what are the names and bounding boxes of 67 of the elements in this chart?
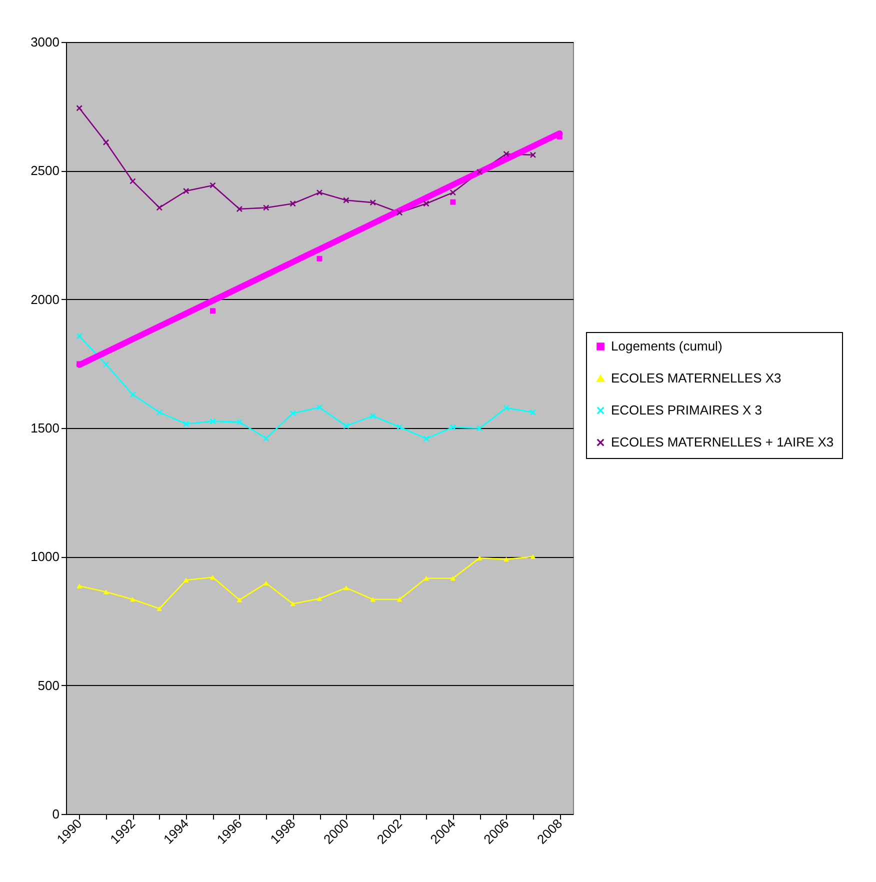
y-tick-label: 2000 [30, 292, 60, 307]
point [423, 200, 430, 207]
point [76, 584, 82, 588]
point [316, 596, 322, 601]
legend-label: ECOLES MATERNELLES X3 [611, 370, 782, 386]
y-tick-label: 1000 [30, 549, 60, 564]
point [130, 178, 136, 184]
point [343, 422, 350, 430]
point [76, 332, 82, 340]
point [530, 152, 536, 158]
point [370, 199, 376, 206]
point [343, 197, 350, 204]
point [210, 308, 216, 314]
point [290, 410, 296, 416]
point [530, 554, 536, 560]
legend-label: ECOLES MATERNELLES + 1AIRE X3 [611, 434, 834, 450]
point [450, 199, 456, 205]
y-tick-label: 3000 [30, 34, 60, 50]
point [316, 256, 322, 262]
point [396, 597, 402, 602]
point [316, 404, 323, 411]
point [210, 182, 216, 188]
y-tick-label: 500 [38, 678, 60, 693]
point [396, 209, 403, 216]
point [236, 418, 243, 426]
point [236, 598, 242, 602]
point [236, 206, 243, 212]
point [450, 189, 456, 196]
point [130, 391, 136, 398]
point [343, 585, 349, 590]
point [424, 576, 429, 581]
point [316, 189, 323, 196]
point [210, 418, 216, 424]
y-tick-label: 0 [52, 806, 60, 822]
point [503, 404, 510, 412]
point [290, 601, 296, 606]
point [102, 139, 110, 146]
point [182, 420, 190, 428]
point [156, 606, 162, 612]
point [423, 435, 430, 442]
point [156, 409, 163, 416]
point [370, 412, 376, 420]
point [183, 578, 189, 582]
point [476, 425, 483, 432]
point [370, 597, 376, 602]
point [503, 150, 510, 158]
point [182, 188, 190, 194]
y-tick-label: 1500 [30, 420, 60, 436]
point [156, 204, 163, 211]
y-tick-label: 2500 [30, 163, 60, 178]
point [210, 574, 216, 580]
point [290, 200, 296, 207]
point [263, 580, 269, 586]
point [76, 104, 82, 112]
point [102, 361, 110, 368]
point [262, 204, 270, 211]
point [396, 424, 403, 430]
point [262, 435, 270, 442]
point [504, 556, 510, 562]
point [450, 424, 456, 430]
point [450, 576, 456, 581]
legend-label: Logements (cumul) [611, 338, 722, 354]
point [103, 590, 109, 594]
point [130, 597, 136, 602]
legend-label: ECOLES PRIMAIRES X 3 [611, 402, 762, 418]
point [476, 168, 483, 176]
point [530, 409, 536, 416]
